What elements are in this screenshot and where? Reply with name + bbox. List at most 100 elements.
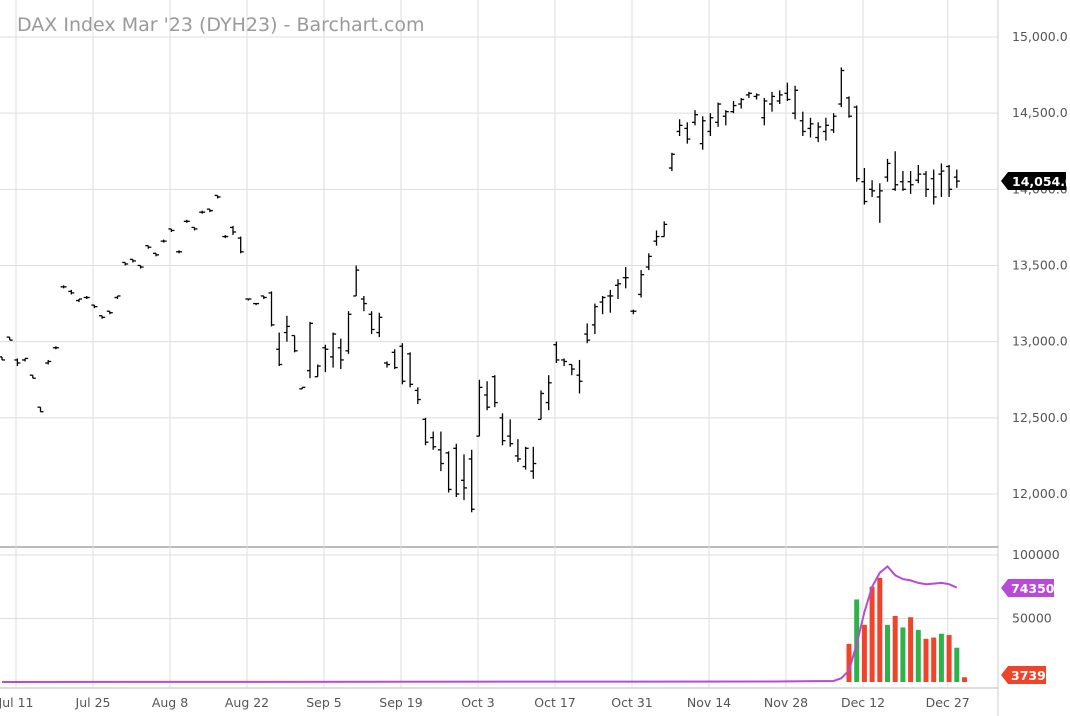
ohlc-bar bbox=[676, 119, 683, 137]
price-tick-label: 12,500.0 bbox=[1012, 410, 1068, 425]
ohlc-bar bbox=[722, 110, 729, 126]
volume-bar bbox=[946, 635, 952, 682]
volume-tick-label: 50000 bbox=[1012, 611, 1052, 626]
ohlc-bar bbox=[584, 323, 591, 344]
ohlc-bar bbox=[191, 226, 198, 231]
volume-bar bbox=[915, 629, 921, 682]
ohlc-bar bbox=[514, 439, 521, 463]
ohlc-bar bbox=[114, 295, 121, 300]
price-tick-label: 15,000.0 bbox=[1012, 29, 1068, 44]
ohlc-bar bbox=[299, 386, 306, 390]
ohlc-bar bbox=[430, 431, 437, 450]
axis-labels: 12,000.012,500.013,000.013,500.014,000.0… bbox=[0, 29, 1068, 710]
ohlc-bar bbox=[838, 67, 845, 108]
ohlc-bar bbox=[391, 349, 398, 370]
ohlc-bar bbox=[29, 374, 36, 379]
last-volume-badge: 3739 bbox=[1001, 666, 1046, 684]
ohlc-bar bbox=[230, 225, 236, 236]
volume-bar bbox=[900, 627, 906, 682]
ohlc-bar bbox=[14, 358, 21, 367]
ohlc-bar bbox=[222, 235, 229, 239]
volume-average-series bbox=[1, 565, 958, 683]
volume-bar bbox=[931, 637, 937, 682]
ohlc-bar bbox=[160, 239, 167, 243]
ohlc-bar bbox=[538, 390, 544, 421]
ohlc-bar bbox=[260, 295, 267, 300]
volume-bar bbox=[877, 577, 883, 682]
ohlc-bar bbox=[268, 291, 275, 327]
ohlc-bar bbox=[745, 91, 752, 98]
volume-tick-label: 100000 bbox=[1012, 547, 1060, 562]
ohlc-bar bbox=[707, 113, 714, 137]
ohlc-bar bbox=[930, 169, 937, 205]
ohlc-bar bbox=[507, 419, 514, 447]
time-tick-label: Nov 28 bbox=[764, 695, 808, 710]
time-tick-label: Dec 12 bbox=[841, 695, 885, 710]
ohlc-bar bbox=[37, 406, 44, 413]
ohlc-bar bbox=[638, 270, 645, 298]
volume-bar bbox=[908, 617, 914, 682]
volume-bar bbox=[846, 643, 852, 682]
ohlc-bar bbox=[6, 336, 13, 341]
ohlc-bar bbox=[861, 168, 868, 205]
ohlc-bar bbox=[807, 117, 814, 138]
ohlc-bar bbox=[653, 230, 660, 246]
ohlc-bar bbox=[199, 210, 206, 214]
ohlc-bar bbox=[946, 164, 953, 197]
ohlc-bar bbox=[938, 163, 945, 197]
volume-bar bbox=[923, 638, 929, 682]
ohlc-bar bbox=[214, 194, 221, 199]
ohlc-bar bbox=[168, 228, 175, 232]
volume-series bbox=[846, 577, 967, 682]
price-tick-label: 12,000.0 bbox=[1012, 486, 1068, 501]
ohlc-bar bbox=[322, 344, 329, 373]
ohlc-bar bbox=[283, 315, 290, 342]
ohlc-bar bbox=[245, 298, 252, 301]
ohlc-bar bbox=[0, 356, 5, 361]
ohlc-bar bbox=[476, 379, 483, 437]
ohlc-bar bbox=[715, 102, 722, 127]
ohlc-bar bbox=[145, 245, 152, 249]
time-tick-label: Aug 22 bbox=[225, 695, 269, 710]
ohlc-bar bbox=[553, 341, 560, 363]
ohlc-bar bbox=[830, 113, 837, 133]
ohlc-bar bbox=[730, 100, 737, 114]
ohlc-bar bbox=[453, 443, 460, 498]
ohlc-bar bbox=[314, 364, 321, 378]
ohlc-bar bbox=[422, 417, 429, 446]
ohlc-bar bbox=[892, 151, 899, 191]
ohlc-bar bbox=[414, 387, 421, 405]
ohlc-bar bbox=[799, 111, 806, 137]
ohlc-bar bbox=[129, 258, 136, 263]
ohlc-bar bbox=[106, 310, 113, 315]
ohlc-series bbox=[0, 67, 960, 513]
ohlc-bar bbox=[846, 96, 852, 118]
ohlc-bar bbox=[630, 309, 637, 315]
chart-grid bbox=[0, 0, 999, 716]
ohlc-bar bbox=[645, 253, 652, 271]
time-tick-label: Nov 14 bbox=[687, 695, 731, 710]
ohlc-bar bbox=[568, 363, 575, 376]
ohlc-bar bbox=[899, 171, 906, 191]
volume-bar bbox=[885, 624, 890, 682]
volume-average-badge: 74350 bbox=[1001, 579, 1055, 597]
ohlc-bar bbox=[561, 358, 568, 367]
ohlc-bar bbox=[784, 82, 791, 101]
ohlc-bar bbox=[591, 303, 598, 335]
volume-average-line bbox=[1, 565, 958, 683]
ohlc-bar bbox=[815, 122, 822, 143]
ohlc-bar bbox=[884, 158, 891, 182]
ohlc-bar bbox=[445, 451, 452, 493]
ohlc-bar bbox=[622, 267, 629, 289]
ohlc-bar bbox=[499, 413, 506, 446]
ohlc-bar bbox=[99, 315, 106, 319]
ohlc-bar bbox=[407, 352, 414, 388]
last-price-value: 14,054.0 bbox=[1012, 174, 1070, 189]
ohlc-bar bbox=[176, 250, 183, 254]
ohlc-bar bbox=[122, 261, 129, 266]
ohlc-bar bbox=[437, 431, 444, 472]
ohlc-bar bbox=[869, 180, 876, 197]
ohlc-bar bbox=[761, 97, 768, 126]
ohlc-bar bbox=[923, 171, 929, 197]
